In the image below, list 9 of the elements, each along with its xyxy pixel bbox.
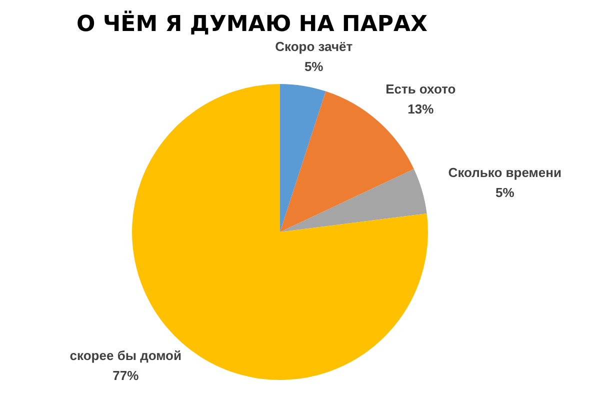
slice-label: Скоро зачёт	[275, 39, 353, 54]
data-label: 5%	[304, 59, 324, 74]
data-label: 5%	[495, 185, 515, 200]
data-label: 13%	[408, 101, 434, 116]
chart-title: О ЧЁМ Я ДУМАЮ НА ПАРАХ	[76, 12, 428, 37]
slice-label: Есть охото	[386, 81, 456, 96]
slice-label: Сколько времени	[448, 165, 562, 180]
slice-label: скорее бы домой	[70, 348, 182, 363]
data-label: 77%	[112, 368, 140, 383]
